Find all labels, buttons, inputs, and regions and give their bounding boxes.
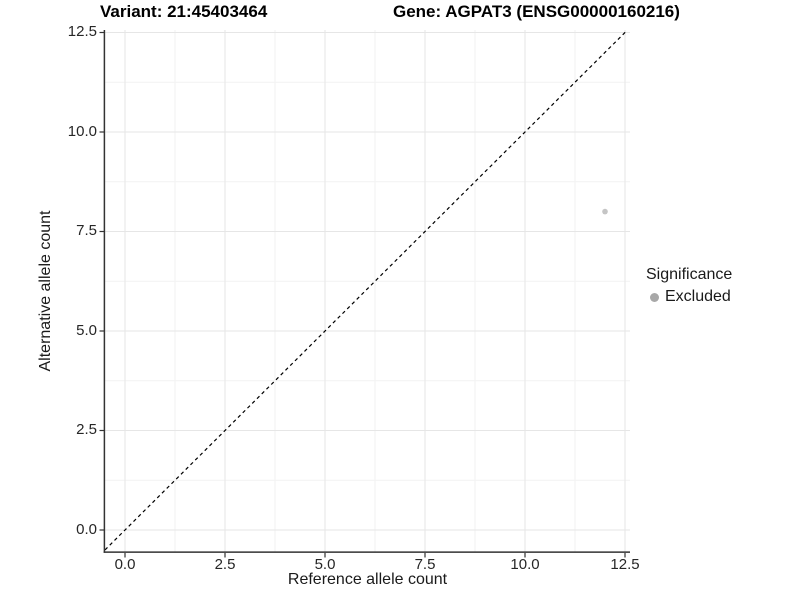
x-tick-label: 12.5 — [610, 556, 640, 573]
y-tick-label: 2.5 — [76, 421, 97, 438]
plot-panel — [99, 29, 630, 558]
x-tick-label: 0.0 — [114, 556, 136, 573]
legend-entry-label: Excluded — [665, 288, 731, 305]
y-tick-label: 12.5 — [67, 23, 97, 40]
y-tick-label: 7.5 — [76, 222, 97, 239]
y-tick-label: 10.0 — [67, 122, 97, 140]
data-point — [602, 208, 608, 215]
legend-entry-excluded: Excluded — [646, 288, 732, 306]
x-axis-title: Reference allele count — [287, 571, 448, 588]
y-tick-label: 0.0 — [76, 520, 97, 538]
legend: Significance Excluded — [646, 265, 732, 306]
x-tick-label: 5.0 — [314, 556, 336, 573]
plot-title-variant: Variant: 21:45403464 — [100, 2, 268, 21]
legend-title: Significance — [646, 266, 733, 283]
x-tick-label: 2.5 — [214, 556, 236, 573]
y-tick-label: 5.0 — [76, 321, 97, 339]
y-axis-title: Alternative allele count — [37, 210, 54, 372]
x-tick-label: 10.0 — [510, 556, 540, 573]
legend-marker-circle-icon — [650, 292, 659, 302]
x-tick-label: 7.5 — [414, 556, 436, 573]
plot-title-gene: Gene: AGPAT3 (ENSG00000160216) — [393, 2, 680, 21]
identity-line — [104, 29, 628, 551]
